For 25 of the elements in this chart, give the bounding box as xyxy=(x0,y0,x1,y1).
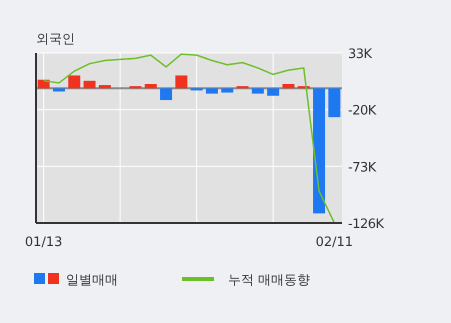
bar xyxy=(98,85,111,88)
y-tick-label: -126K xyxy=(348,217,385,232)
bar xyxy=(206,88,218,94)
bar xyxy=(267,88,280,96)
bar xyxy=(38,80,50,88)
legend-label: 누적 매매동향 xyxy=(228,273,310,288)
y-tick-label: -73K xyxy=(348,160,377,176)
bar xyxy=(160,88,172,100)
x-tick-label: 02/11 xyxy=(316,235,354,250)
bar xyxy=(221,88,234,93)
x-tick-label: 01/13 xyxy=(24,235,62,250)
bar xyxy=(144,84,157,88)
y-tick-label: -20K xyxy=(348,104,377,119)
bar xyxy=(282,84,294,88)
bar xyxy=(313,88,326,214)
bar xyxy=(84,80,96,88)
bar xyxy=(175,75,188,88)
line-series xyxy=(42,53,336,224)
bar xyxy=(68,75,80,88)
legend-label: 일별매매 xyxy=(66,273,118,288)
bar xyxy=(252,88,264,94)
chart-title: 외국인 xyxy=(36,32,75,47)
y-tick-label: 33K xyxy=(348,47,373,62)
bar xyxy=(328,88,340,118)
bar xyxy=(52,88,65,92)
